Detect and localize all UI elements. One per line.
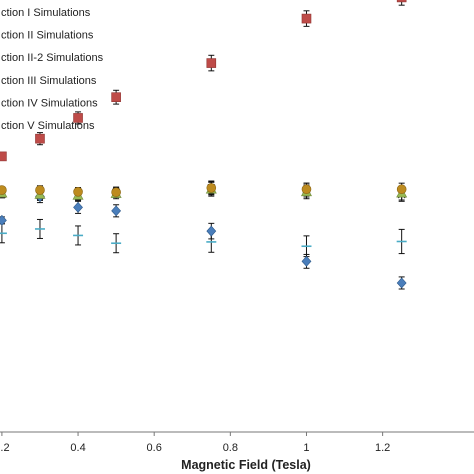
x-tick-label: 0.2 xyxy=(0,442,10,454)
square-point xyxy=(35,133,45,144)
diamond-point xyxy=(73,201,83,213)
x-tick-label: 0.4 xyxy=(70,442,85,454)
x-tick-label: 0.6 xyxy=(147,442,162,454)
error-bars xyxy=(0,0,405,290)
legend-label: ction I Simulations xyxy=(1,7,91,19)
square-point xyxy=(73,113,83,123)
legend-label: ction V Simulations xyxy=(1,120,95,132)
circle-point xyxy=(0,185,7,195)
legend-label: ction II Simulations xyxy=(1,30,94,42)
diamond-point xyxy=(396,277,407,289)
square-point xyxy=(206,58,217,68)
x-tick-label: 1 xyxy=(303,442,309,454)
legend-label: ction III Simulations xyxy=(1,75,97,87)
legend-item: ction III Simulations xyxy=(1,75,97,87)
error-bar xyxy=(398,0,405,6)
x-tick-label: 1.2 xyxy=(375,442,390,454)
circle-point xyxy=(73,187,83,197)
square-point xyxy=(111,92,121,102)
diamond-point xyxy=(206,225,217,237)
legend-label: ction IV Simulations xyxy=(1,97,98,109)
legend-item: ction V Simulations xyxy=(1,120,95,132)
circle-point xyxy=(35,185,45,195)
legend-item: ction I Simulations xyxy=(1,7,91,19)
circle-point xyxy=(206,183,217,193)
legend-item: ction IV Simulations xyxy=(1,97,98,109)
diamond-point xyxy=(0,214,7,226)
diamond-point xyxy=(301,255,312,267)
square-point xyxy=(301,13,312,24)
legend-label: ction II-2 Simulations xyxy=(1,52,104,64)
diamond-point xyxy=(111,205,122,217)
circle-point xyxy=(111,187,121,198)
circle-point xyxy=(301,184,312,195)
square-point xyxy=(0,151,7,162)
circle-point xyxy=(396,184,407,195)
x-axis-title: Magnetic Field (Tesla) xyxy=(181,458,311,472)
legend-item: ction II-2 Simulations xyxy=(1,52,104,64)
x-tick-label: 0.8 xyxy=(223,442,238,454)
data-markers xyxy=(0,0,408,289)
legend-item: ction II Simulations xyxy=(1,30,94,42)
x-axis: 0.2 0.4 0.6 0.8 1 1.2 xyxy=(0,431,474,454)
legend: ction I Simulations ction II Simulations c… xyxy=(1,7,104,132)
square-point xyxy=(396,0,407,3)
